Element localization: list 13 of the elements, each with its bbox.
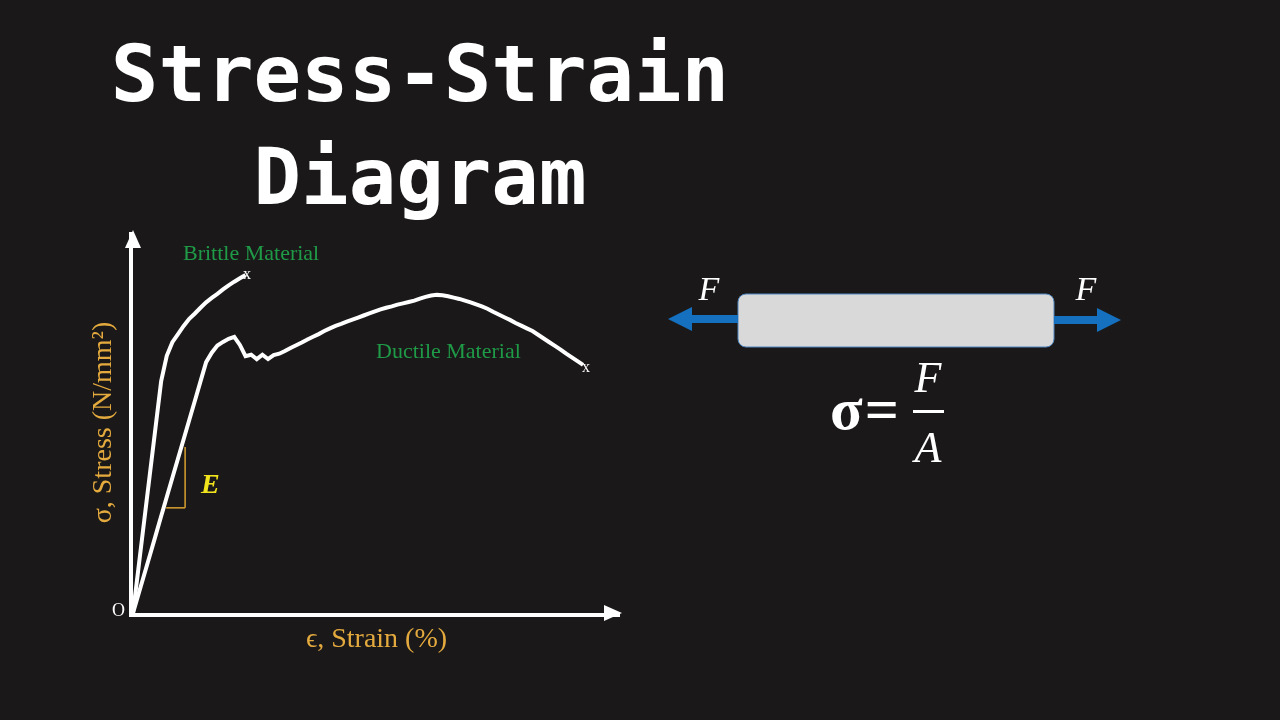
text: σ= <box>830 376 901 442</box>
text: A <box>914 422 942 472</box>
series-label: Ductile Material <box>376 338 521 363</box>
y-axis-title: σ, Stress (N/mm²) <box>86 321 118 524</box>
annotation: E <box>200 468 220 499</box>
text: F <box>914 352 942 402</box>
chart-title: Stress-Strain Diagram <box>110 28 730 223</box>
annotation: x <box>582 358 590 375</box>
text: O <box>112 600 125 620</box>
x-axis-title: ϵ, Strain (%) <box>305 622 448 653</box>
text: F <box>698 270 720 307</box>
legend-label: Brittle Material <box>183 240 320 265</box>
text: F <box>1075 270 1097 307</box>
